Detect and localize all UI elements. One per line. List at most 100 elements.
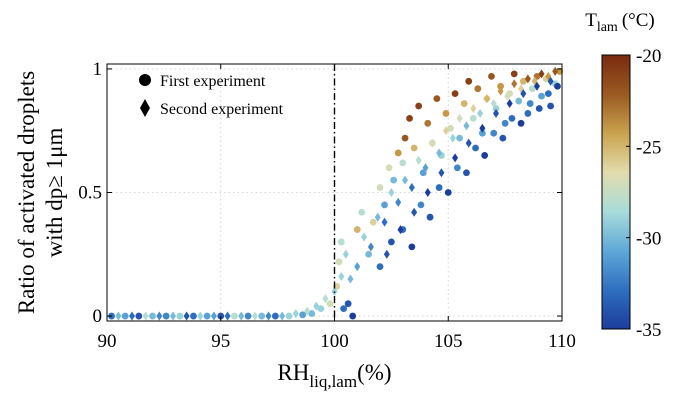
point-first-experiment xyxy=(490,129,498,137)
x-axis-label: RHliq,lam(%) xyxy=(277,360,391,391)
y-tick-label: 0 xyxy=(93,306,103,327)
x-axis-label-main: RH xyxy=(277,360,309,385)
point-first-experiment xyxy=(317,305,325,313)
point-first-experiment xyxy=(535,105,543,112)
point-second-experiment xyxy=(395,197,402,207)
point-second-experiment xyxy=(224,311,231,321)
data-points xyxy=(108,66,564,321)
point-first-experiment xyxy=(488,72,495,80)
point-first-experiment xyxy=(469,114,477,122)
point-second-experiment xyxy=(547,76,554,86)
point-first-experiment xyxy=(451,90,459,98)
y-tick-label: 0.5 xyxy=(78,183,102,204)
point-second-experiment xyxy=(470,103,477,113)
y-axis-label: Ratio of activated droplets with dp≥ 1μm xyxy=(14,71,67,314)
point-second-experiment xyxy=(463,121,470,131)
point-second-experiment xyxy=(342,249,349,259)
point-first-experiment xyxy=(410,144,418,152)
colorbar-title-unit: (°C) xyxy=(622,10,655,31)
point-second-experiment xyxy=(397,225,404,235)
point-second-experiment xyxy=(322,294,329,304)
colorbar-tick-label: -30 xyxy=(636,229,661,250)
point-second-experiment xyxy=(313,301,320,311)
point-second-experiment xyxy=(506,99,513,109)
point-first-experiment xyxy=(508,114,516,122)
point-first-experiment xyxy=(517,119,525,127)
point-second-experiment xyxy=(552,66,559,76)
point-second-experiment xyxy=(490,99,497,109)
point-second-experiment xyxy=(465,138,472,148)
point-second-experiment xyxy=(415,155,422,165)
point-first-experiment xyxy=(556,68,564,75)
point-first-experiment xyxy=(478,129,486,137)
point-first-experiment xyxy=(426,213,434,221)
point-second-experiment xyxy=(304,306,311,316)
point-second-experiment xyxy=(449,133,456,143)
point-first-experiment xyxy=(526,100,534,107)
point-second-experiment xyxy=(331,286,338,296)
point-first-experiment xyxy=(435,184,443,191)
point-first-experiment xyxy=(529,85,536,93)
colorbar-title: Tlam (°C) xyxy=(585,10,655,35)
point-second-experiment xyxy=(411,207,418,217)
point-first-experiment xyxy=(349,312,357,320)
point-first-experiment xyxy=(401,134,409,142)
point-second-experiment xyxy=(477,108,484,118)
point-first-experiment xyxy=(344,300,352,308)
point-second-experiment xyxy=(367,242,374,252)
point-first-experiment xyxy=(554,82,561,90)
point-second-experiment xyxy=(511,79,518,89)
legend-diamond-marker xyxy=(140,99,150,117)
point-second-experiment xyxy=(442,126,449,136)
point-second-experiment xyxy=(338,272,345,282)
point-first-experiment xyxy=(453,164,461,172)
colorbar-title-main: T xyxy=(585,10,597,31)
point-second-experiment xyxy=(279,311,286,321)
point-second-experiment xyxy=(408,183,415,193)
point-first-experiment xyxy=(433,95,441,102)
point-first-experiment xyxy=(456,134,464,142)
point-first-experiment xyxy=(231,312,238,320)
point-first-experiment xyxy=(369,218,377,226)
point-first-experiment xyxy=(544,90,552,98)
point-first-experiment xyxy=(121,312,129,320)
point-second-experiment xyxy=(183,311,190,321)
legend: First experiment Second experiment xyxy=(139,73,284,118)
point-first-experiment xyxy=(335,258,343,266)
x-tick-label: 95 xyxy=(211,331,230,352)
point-second-experiment xyxy=(520,89,527,99)
point-second-experiment xyxy=(438,168,445,178)
point-second-experiment xyxy=(354,262,361,272)
point-second-experiment xyxy=(538,69,545,79)
colorbar-tick-label: -35 xyxy=(636,320,661,341)
point-first-experiment xyxy=(424,119,432,127)
point-second-experiment xyxy=(388,188,395,197)
colorbar: Tlam (°C) -20 -25 -30 -35 xyxy=(585,10,661,341)
point-first-experiment xyxy=(417,201,425,209)
point-second-experiment xyxy=(524,74,531,84)
point-second-experiment xyxy=(504,91,511,101)
point-first-experiment xyxy=(499,134,507,142)
point-first-experiment xyxy=(510,70,518,78)
point-first-experiment xyxy=(460,100,468,107)
point-first-experiment xyxy=(190,312,197,320)
point-first-experiment xyxy=(299,311,307,319)
point-first-experiment xyxy=(326,300,334,308)
point-second-experiment xyxy=(381,217,388,227)
legend-label-second-experiment: Second experiment xyxy=(160,101,284,118)
point-second-experiment xyxy=(169,311,176,321)
point-first-experiment xyxy=(376,184,384,191)
point-first-experiment xyxy=(481,152,489,159)
point-second-experiment xyxy=(251,311,258,321)
point-first-experiment xyxy=(463,169,470,177)
point-first-experiment xyxy=(465,77,473,85)
point-first-experiment xyxy=(390,176,398,184)
point-second-experiment xyxy=(429,138,436,148)
point-second-experiment xyxy=(533,81,540,91)
y-axis-label-line1: Ratio of activated droplets xyxy=(14,71,39,314)
point-first-experiment xyxy=(547,102,555,110)
point-first-experiment xyxy=(203,312,211,320)
point-first-experiment xyxy=(447,124,454,132)
point-second-experiment xyxy=(493,108,500,118)
